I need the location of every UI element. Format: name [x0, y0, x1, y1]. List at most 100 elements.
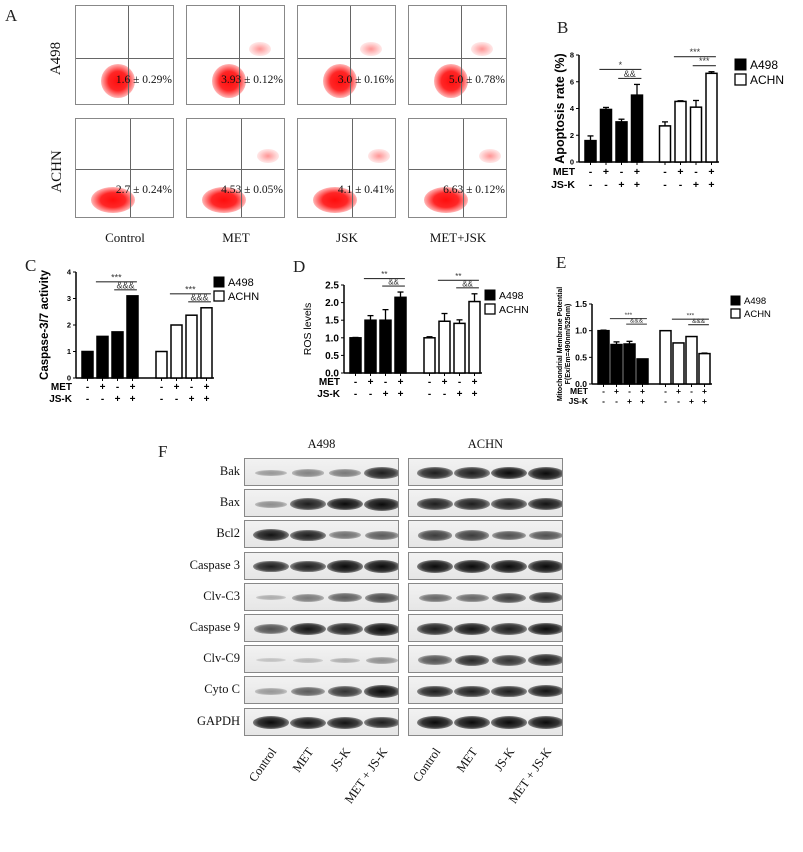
blot-strip: [244, 458, 399, 486]
bar-a498: [126, 295, 139, 379]
protein-band: [418, 593, 452, 603]
blot-strip: [408, 707, 563, 736]
protein-band: [454, 622, 490, 636]
jsk-indicator: -: [354, 389, 357, 400]
jsk-indicator: +: [693, 179, 699, 191]
significance-marker: *: [619, 60, 623, 70]
protein-band: [365, 592, 398, 603]
y-tick-label: 0.5: [575, 352, 587, 362]
met-indicator: +: [174, 382, 180, 393]
protein-label: GAPDH: [196, 713, 240, 728]
flow-scatter-plot: 3.93 ± 0.12%: [186, 5, 285, 105]
late-apoptotic-cluster: [360, 42, 382, 56]
quadrant-divider-horizontal: [298, 169, 395, 170]
protein-band: [364, 560, 398, 574]
protein-band: [528, 622, 562, 636]
jsk-indicator: -: [428, 389, 431, 400]
flow-column-label: MET: [222, 230, 250, 245]
blot-strip: [408, 551, 563, 580]
blot-strip: [408, 645, 563, 674]
y-tick-label: 1: [67, 347, 71, 356]
protein-band: [290, 560, 326, 573]
protein-band: [491, 654, 527, 666]
jsk-indicator: +: [383, 389, 389, 400]
bar-achn: [438, 320, 451, 374]
blot-strip: [408, 676, 563, 705]
significance-marker: ***: [111, 272, 122, 282]
quadrant-divider-horizontal: [409, 169, 506, 170]
protein-band: [364, 685, 398, 698]
y-axis-label: ROS levels: [302, 303, 314, 356]
protein-band: [528, 592, 562, 604]
jsk-indicator: -: [604, 179, 608, 191]
bar-achn: [672, 342, 685, 385]
significance-marker: **: [381, 270, 387, 279]
y-tick-label: 4: [570, 104, 575, 113]
protein-band: [454, 498, 490, 510]
quadrant-divider-vertical: [241, 119, 242, 217]
met-indicator: +: [442, 377, 448, 388]
late-apoptotic-cluster: [479, 149, 501, 163]
protein-band: [491, 716, 527, 729]
met-indicator: +: [368, 377, 374, 388]
jsk-indicator: -: [664, 396, 667, 406]
bar-a498: [379, 319, 392, 374]
panel-b-label: B: [557, 18, 569, 37]
bar-a498: [615, 121, 628, 163]
jsk-indicator: +: [115, 394, 121, 405]
cell-population-cluster: [323, 64, 357, 98]
bar-a498: [584, 139, 597, 163]
protein-band: [417, 685, 453, 698]
met-row-label: MET: [553, 166, 576, 178]
protein-band: [491, 498, 527, 510]
met-indicator: -: [116, 382, 119, 393]
blot-strip: [244, 645, 399, 674]
jsk-indicator: +: [627, 396, 632, 406]
blot-strip: [244, 614, 399, 642]
protein-band: [417, 623, 453, 635]
blot-strip: [408, 458, 563, 486]
apoptosis-percentage: 5.0 ± 0.78%: [448, 74, 505, 86]
legend-swatch-achn: [730, 308, 741, 319]
y-tick-label: 1.0: [325, 333, 339, 344]
y-axis-label: Caspase-3/7 activity: [39, 269, 51, 380]
legend-swatch-achn: [213, 290, 225, 302]
protein-band: [364, 497, 398, 511]
flow-row-label: A498: [48, 41, 65, 76]
jsk-indicator: +: [634, 179, 640, 191]
protein-band: [454, 716, 490, 730]
protein-band: [291, 686, 325, 696]
blot-strip: [244, 707, 399, 736]
protein-band: [491, 560, 527, 574]
blot-group-header: ACHN: [467, 437, 504, 451]
met-indicator: -: [160, 382, 163, 393]
y-tick-label: 2.0: [325, 298, 339, 309]
flow-scatter-plot: 2.7 ± 0.24%: [75, 118, 174, 218]
significance-marker: ***: [687, 313, 695, 320]
significance-marker: **: [455, 272, 461, 281]
panel-d-label: D: [293, 257, 306, 276]
jsk-indicator: -: [679, 179, 683, 191]
y-tick-label: 0.0: [575, 379, 587, 389]
quadrant-divider-horizontal: [298, 58, 395, 59]
significance-marker: ***: [690, 47, 701, 57]
protein-band: [328, 469, 362, 477]
significance-marker: ***: [625, 312, 633, 319]
met-indicator: +: [640, 386, 645, 396]
legend-swatch-achn: [734, 73, 747, 86]
met-indicator: -: [458, 377, 461, 388]
met-indicator: +: [603, 166, 609, 178]
jsk-indicator: -: [369, 389, 372, 400]
bar-achn: [674, 100, 687, 163]
y-tick-label: 0.0: [325, 369, 339, 380]
blot-strip: [408, 614, 563, 642]
protein-band: [327, 716, 363, 729]
legend-label-achn: ACHN: [499, 304, 529, 316]
protein-band: [491, 623, 527, 635]
cell-population-cluster: [101, 64, 135, 98]
panel-a-label: A: [5, 6, 18, 25]
protein-band: [491, 466, 527, 480]
